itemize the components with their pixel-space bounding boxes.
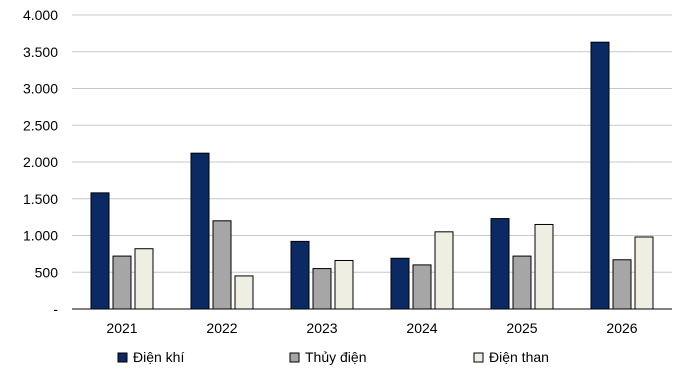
bar-dien-than-2024 <box>434 231 454 310</box>
bar-dien-khi-2024 <box>390 257 410 310</box>
x-axis-ticks: 2021 2022 2023 2024 2025 2026 <box>106 320 637 336</box>
y-tick-label: 1.000 <box>23 228 58 244</box>
legend-swatch-thuy-dien <box>289 352 300 363</box>
y-axis-ticks: - 500 1.000 1.500 2.000 2.500 3.000 3.500 4.000 <box>23 7 58 317</box>
y-tick-label: 500 <box>35 264 59 280</box>
bar-dien-khi-2022 <box>190 152 210 310</box>
x-tick-label: 2025 <box>506 320 537 336</box>
legend-label-dien-khi: Điện khí <box>133 349 184 365</box>
legend-swatch-dien-khi <box>117 352 128 363</box>
legend: Điện khí Thủy điện Điện than <box>117 349 549 365</box>
bar-dien-khi-2025 <box>490 218 510 310</box>
bar-thuy-dien-2023 <box>312 268 332 310</box>
legend-label-thuy-dien: Thủy điện <box>305 349 366 365</box>
bars <box>90 41 654 310</box>
x-tick-label: 2022 <box>206 320 237 336</box>
bar-dien-than-2026 <box>634 236 654 310</box>
bar-dien-khi-2021 <box>90 192 110 310</box>
bar-dien-khi-2023 <box>290 240 310 310</box>
y-tick-label: - <box>53 301 58 317</box>
bar-thuy-dien-2026 <box>612 259 632 310</box>
y-tick-label: 3.500 <box>23 44 58 60</box>
legend-swatch-dien-than <box>473 352 484 363</box>
x-tick-label: 2023 <box>306 320 337 336</box>
bar-thuy-dien-2021 <box>112 255 132 310</box>
y-tick-label: 4.000 <box>23 7 58 23</box>
x-tick-label: 2024 <box>406 320 437 336</box>
bar-dien-than-2025 <box>534 223 554 310</box>
x-tick-label: 2026 <box>606 320 637 336</box>
y-tick-label: 2.000 <box>23 154 58 170</box>
y-tick-label: 2.500 <box>23 117 58 133</box>
bar-dien-than-2023 <box>334 259 354 310</box>
gridlines <box>72 14 672 273</box>
bar-dien-than-2021 <box>134 248 154 310</box>
y-tick-label: 1.500 <box>23 191 58 207</box>
bar-thuy-dien-2024 <box>412 264 432 310</box>
y-tick-label: 3.000 <box>23 81 58 97</box>
bar-thuy-dien-2022 <box>212 220 232 310</box>
legend-label-dien-than: Điện than <box>489 349 549 365</box>
bar-dien-khi-2026 <box>590 41 610 310</box>
bar-dien-than-2022 <box>234 275 254 310</box>
bar-thuy-dien-2025 <box>512 255 532 310</box>
x-tick-label: 2021 <box>106 320 137 336</box>
